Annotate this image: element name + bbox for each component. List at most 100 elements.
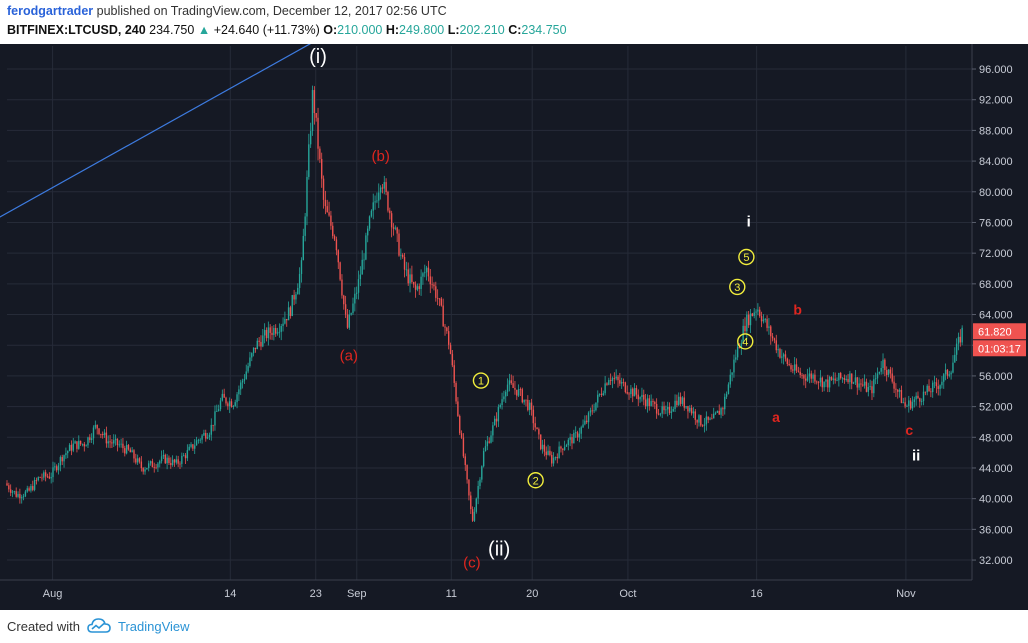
candle-body [672,408,674,412]
candle-body [330,215,332,226]
candle-body [473,511,476,521]
candle-body [291,295,293,316]
candle-body [720,408,722,415]
candle-body [898,390,901,392]
candle-body [43,472,45,478]
candle-body [755,311,757,313]
candle-body [55,466,58,471]
candle-body [317,117,319,149]
candle-body [839,373,842,379]
candle-body [214,411,216,426]
candle-body [652,401,654,403]
candle-body [354,293,356,304]
candle-body [359,274,362,280]
candle-body [33,480,36,490]
candle-body [683,397,685,408]
candle-body [911,401,914,409]
candle-body [482,451,485,467]
candle-body [328,212,330,216]
candle-body [173,459,176,463]
candle-body [510,380,512,384]
candle-body [643,394,645,400]
candle-body [216,411,218,412]
candle-body [374,201,376,203]
candle-body [597,394,599,403]
symbol-name: BITFINEX:LTCUSD, 240 [7,23,146,37]
candle-body [904,402,906,407]
candle-body [836,380,838,382]
wave-label: c [905,422,913,438]
candle-body [105,432,108,444]
y-tick-label: 76.000 [979,217,1013,229]
candle-body [188,446,190,451]
candle-body [620,382,623,384]
candle-body [924,391,927,393]
candle-body [280,326,282,332]
candle-body [919,398,921,402]
wave-label: (a) [340,348,358,365]
candle-body [309,130,312,145]
candle-body [538,429,540,435]
candle-body [475,498,477,512]
candle-body [604,383,606,394]
candle-body [247,366,249,372]
candle-body [157,463,159,468]
candle-body [922,391,925,402]
candle-body [427,267,430,277]
candle-body [477,485,479,499]
candle-body [867,387,869,392]
high-value: 249.800 [399,23,445,37]
candle-body [935,382,938,387]
candle-body [98,428,100,434]
candle-body [144,469,146,472]
candle-body [444,326,446,328]
candle-body [722,408,724,410]
candle-body [300,260,303,275]
wave-label: i [747,213,751,230]
candle-body [344,304,347,315]
price-chart[interactable]: Aug 14 23 Sep 11 20 Oct 16 Nov 32.000 36.000 40.000… [0,0,1028,610]
candle-body [462,437,465,457]
candle-body [558,446,560,459]
candle-body [889,369,892,374]
candle-body [447,331,450,345]
candle-body [170,463,172,466]
candle-body [13,491,16,493]
y-tick-label: 52.000 [979,402,1013,414]
candle-body [909,400,912,409]
candle-body [118,444,120,446]
chart-canvas[interactable]: Aug 14 23 Sep 11 20 Oct 16 Nov32.00036.00040.000… [0,0,1028,610]
candle-body [781,356,783,358]
candle-body [361,259,363,275]
candle-body [874,378,877,380]
candle-body [28,488,30,491]
candle-body [70,444,73,451]
candle-body [554,457,557,458]
tradingview-brand[interactable]: TradingView [118,619,190,634]
candle-body [116,438,119,446]
candle-body [541,444,544,450]
candle-body [782,354,785,357]
candle-body [639,397,641,400]
candle-body [598,393,601,395]
candle-body [749,313,752,326]
candle-body [24,491,27,497]
candle-body [390,213,393,228]
author-link[interactable]: ferodgartrader [7,4,94,18]
low-label: L: [447,23,460,37]
candle-body [937,386,939,389]
candle-body [812,374,814,379]
candle-body [357,279,360,293]
wave-label: b [793,302,802,318]
candle-body [190,444,192,447]
candle-body [613,378,616,379]
candle-body [786,358,789,364]
candle-body [470,495,472,510]
candle-body [241,380,244,383]
candle-body [690,407,693,414]
candle-body [78,440,80,449]
candle-body [227,403,229,407]
candle-body [617,376,619,381]
candle-body [68,444,71,452]
candle-body [302,235,305,261]
